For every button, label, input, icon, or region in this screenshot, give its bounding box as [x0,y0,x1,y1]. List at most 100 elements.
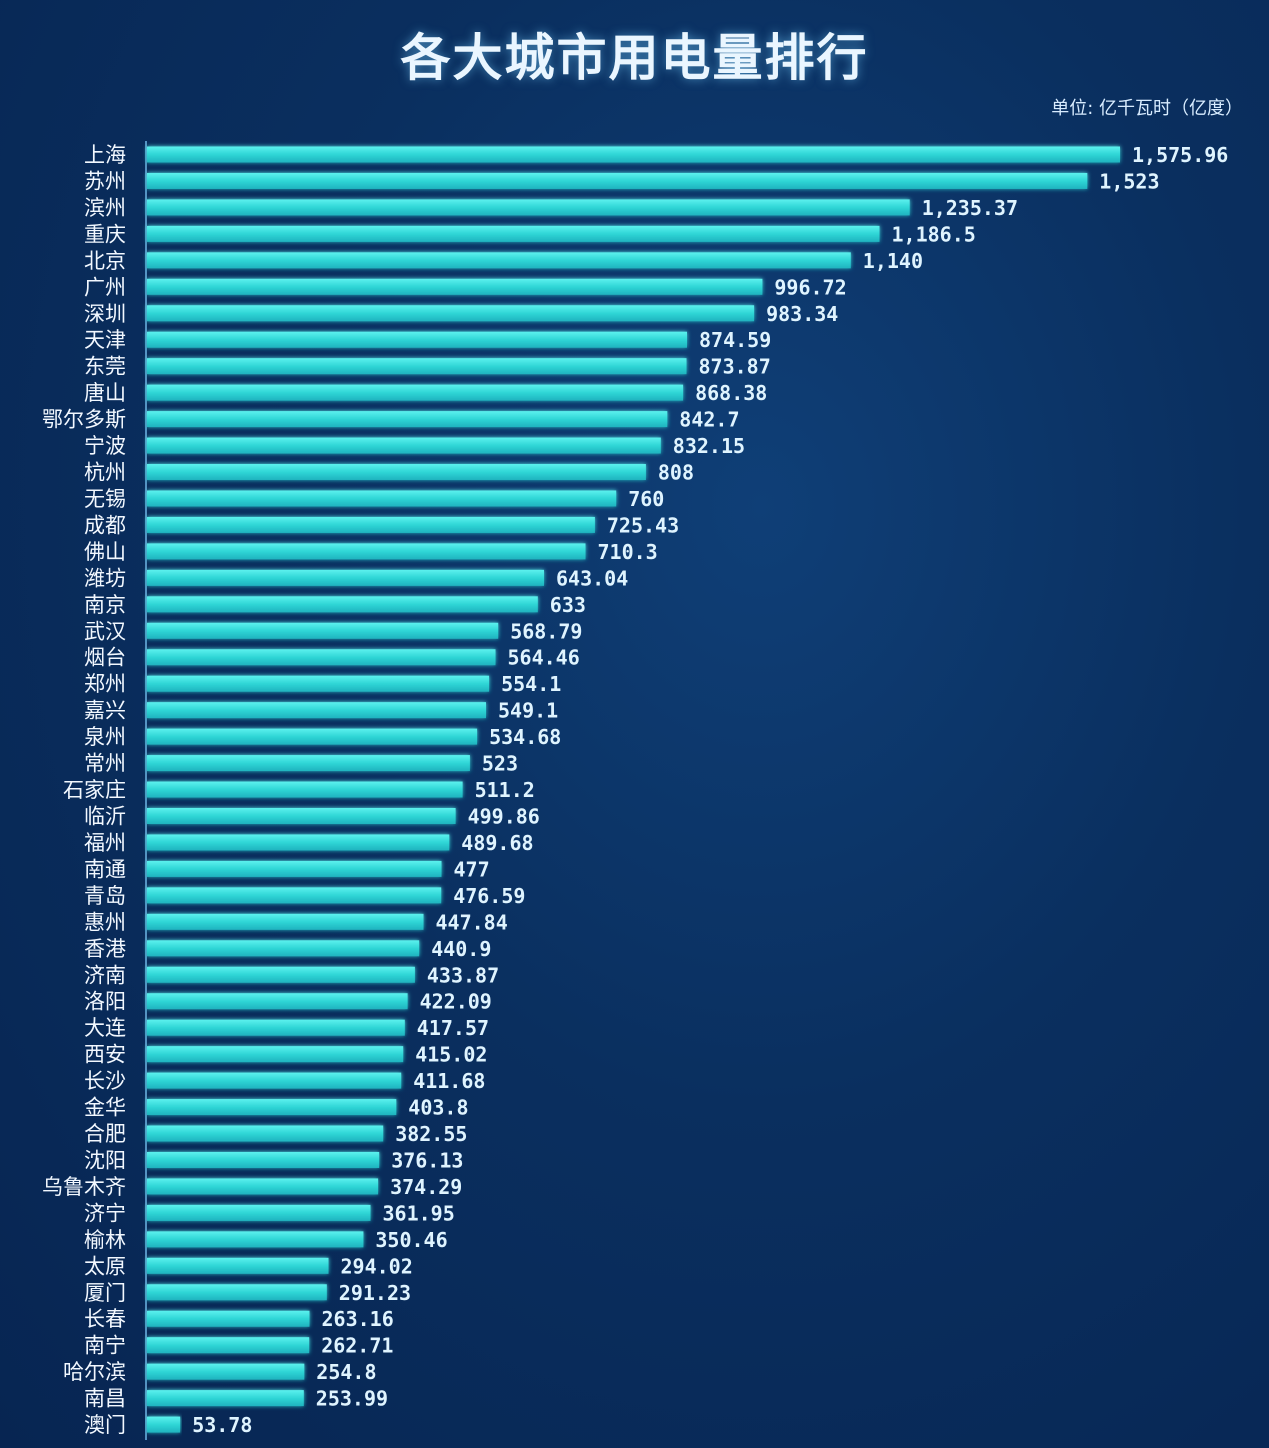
category-label: 嘉兴 [84,699,126,723]
category-label: 无锡 [84,487,126,511]
value-label: 53.78 [192,1413,252,1437]
value-label: 361.95 [383,1201,455,1225]
bar [147,1390,304,1407]
category-label: 长春 [84,1307,126,1331]
value-label: 477 [454,857,490,881]
bar [147,1178,379,1195]
category-label: 哈尔滨 [63,1360,126,1384]
value-label: 983.34 [766,302,838,326]
bar [147,860,442,877]
value-label: 440.9 [431,937,491,961]
bar [147,808,456,824]
value-label: 499.86 [468,805,540,829]
value-label: 1,140 [863,249,923,273]
bar [147,1046,404,1063]
category-label: 苏州 [84,169,126,193]
value-label: 1,575.96 [1132,143,1228,167]
category-label: 常州 [84,752,126,776]
category-label: 福州 [84,831,126,855]
bar [147,278,763,295]
value-label: 476.59 [453,884,525,908]
category-label: 榆林 [84,1228,126,1252]
value-label: 411.68 [413,1069,485,1093]
value-label: 489.68 [461,831,533,855]
category-label: 合肥 [84,1122,126,1146]
bar [147,940,420,957]
value-label: 554.1 [501,672,561,696]
value-label: 447.84 [436,910,508,934]
value-label: 874.59 [699,328,771,352]
category-label: 济南 [84,963,126,987]
value-label: 1,523 [1099,169,1159,193]
bar [147,834,450,851]
category-label: 乌鲁木齐 [42,1175,126,1199]
bar [147,675,490,692]
category-label: 东莞 [84,355,126,379]
value-label: 374.29 [390,1175,462,1199]
bar [147,543,586,560]
category-label: 潍坊 [84,566,126,590]
bar [147,913,424,930]
bar [147,1204,371,1221]
category-label: 深圳 [84,302,126,326]
bar [147,1125,384,1142]
category-label: 烟台 [84,646,126,670]
bar [147,199,910,216]
category-label: 成都 [84,513,126,537]
value-label: 422.09 [420,990,492,1014]
bar [147,437,661,454]
value-label: 1,235.37 [922,196,1018,220]
bar [147,649,496,666]
bar [147,305,755,322]
category-label: 洛阳 [84,990,126,1014]
category-label: 厦门 [84,1281,126,1305]
value-label: 873.87 [699,355,771,379]
value-label: 254.8 [316,1360,376,1384]
bar [147,1257,329,1274]
bar [147,569,544,586]
value-label: 643.04 [556,566,628,590]
category-label: 金华 [84,1096,126,1120]
category-label: 郑州 [84,672,126,696]
category-label: 西安 [84,1043,126,1067]
value-label: 294.02 [341,1254,413,1278]
value-label: 868.38 [695,381,767,405]
value-label: 382.55 [395,1122,467,1146]
category-label: 宁波 [84,434,126,458]
value-label: 523 [482,752,518,776]
bar [147,1310,310,1327]
bar [147,225,880,242]
bar [147,358,687,375]
bar [147,1337,310,1354]
category-label: 石家庄 [63,778,126,802]
bar [147,172,1088,189]
bar [147,887,442,904]
bar [147,1072,402,1089]
category-label: 沈阳 [84,1148,126,1172]
bar [147,1416,181,1433]
value-label: 832.15 [673,434,745,458]
bar [147,993,408,1010]
category-label: 长沙 [84,1069,126,1093]
bar [147,966,415,983]
bar [147,702,486,719]
category-label: 武汉 [84,619,126,643]
value-label: 417.57 [417,1016,489,1040]
category-label: 南京 [84,593,126,617]
bar [147,1363,305,1380]
value-label: 253.99 [316,1387,388,1411]
bar [147,490,617,507]
category-label: 天津 [84,328,126,352]
bar [147,755,470,772]
bar [147,252,851,269]
bars-group: 上海 1,575.96 苏州 1,523 滨州 1,235.37 重庆 1,186.5 北京 1,… [42,143,1228,1437]
category-label: 惠州 [84,910,126,934]
value-label: 291.23 [339,1281,411,1305]
value-label: 568.79 [510,619,582,643]
value-label: 534.68 [489,725,561,749]
category-label: 青岛 [84,884,126,908]
category-label: 临沂 [84,805,126,829]
category-label: 唐山 [84,381,126,405]
category-label: 广州 [84,275,126,299]
